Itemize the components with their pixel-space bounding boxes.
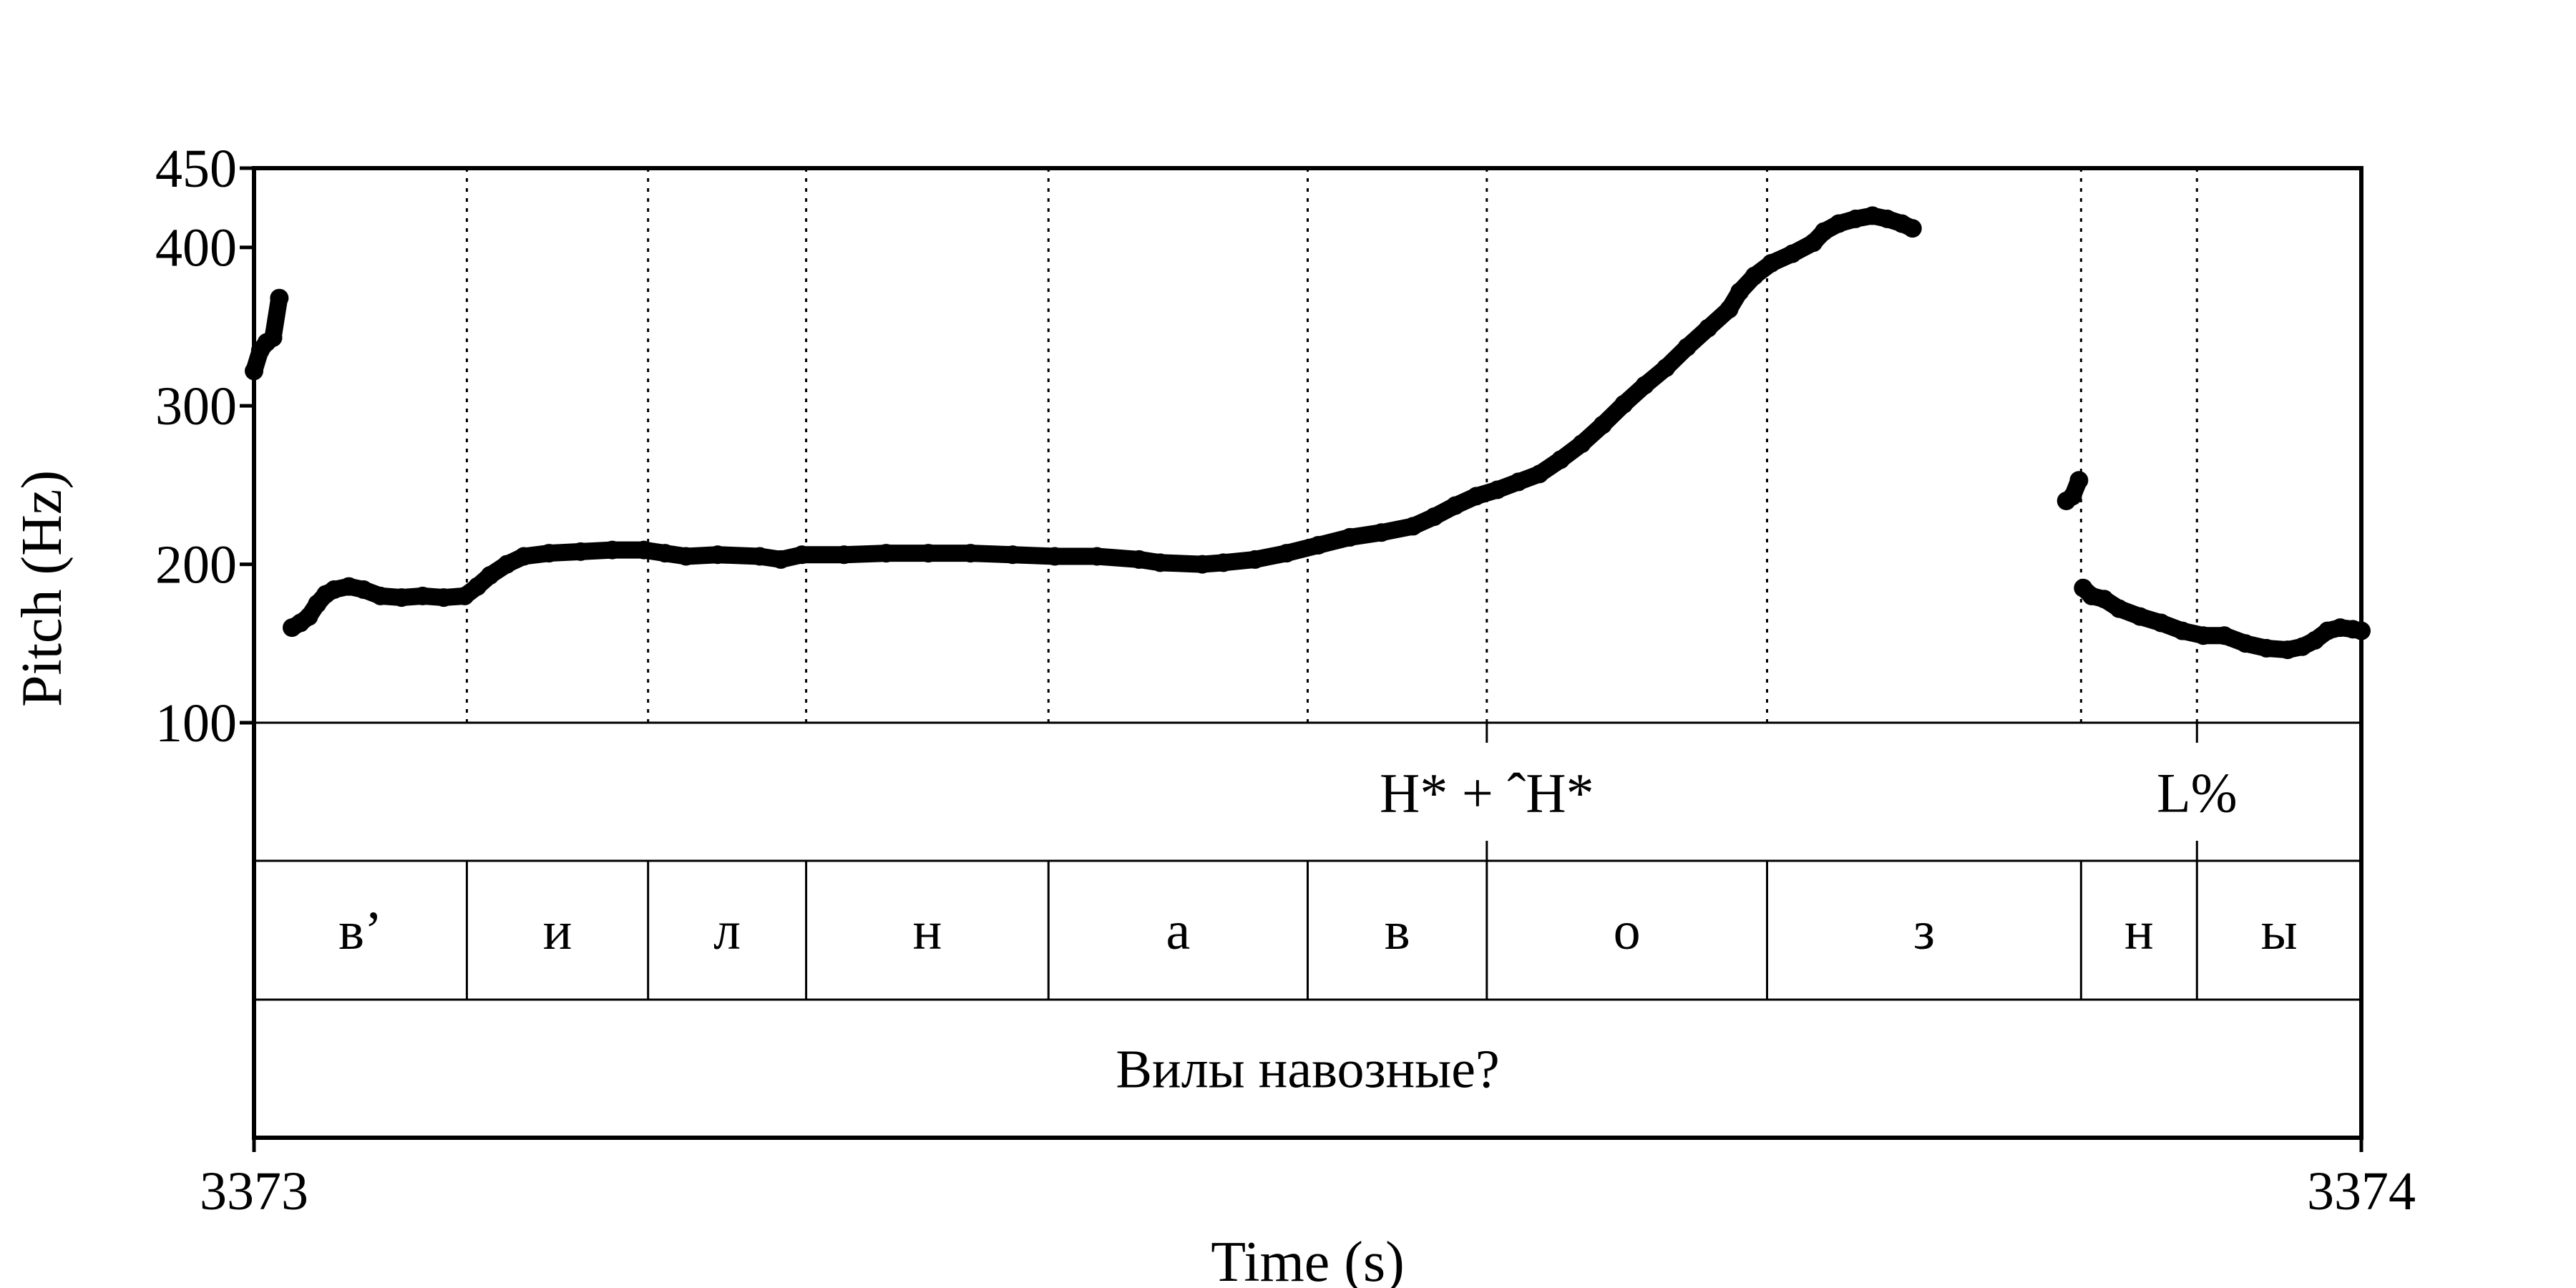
pitch-plot (245, 168, 2371, 723)
axis-labels: 100 200 300 400 450 3373 3374 Time (s) Pitch (Hz… (11, 139, 2416, 1288)
y-tick-label: 100 (155, 693, 237, 753)
pitch-point (1903, 219, 1922, 238)
y-axis-title: Pitch (Hz) (11, 470, 74, 707)
plot-border (252, 166, 2363, 1140)
pitch-point (2069, 471, 2089, 490)
segment-label: а (1166, 901, 1191, 961)
figure-frame (252, 166, 2363, 1140)
segment-label: л (713, 901, 741, 961)
segment-label: в (1385, 901, 1410, 961)
segment-label: в’ (338, 901, 382, 961)
tone-label: H* + ˆH* (1380, 762, 1594, 824)
y-tick-label: 450 (155, 139, 237, 199)
segment-label: н (913, 901, 942, 961)
annotation-tiers: H* + ˆH* L% в’ и л н а в о з н ы Вилы навозные? (254, 721, 2361, 1100)
segment-label: и (543, 901, 572, 961)
tone-label: L% (2157, 762, 2238, 824)
pitch-point (270, 288, 289, 308)
x-tick-label: 3373 (200, 1161, 308, 1221)
segment-label: о (1614, 901, 1641, 961)
y-tick-label: 400 (155, 218, 237, 278)
segment-label: ы (2261, 901, 2298, 961)
y-tick-label: 300 (155, 376, 237, 436)
x-axis-title: Time (s) (1211, 1231, 1404, 1288)
segment-label: н (2124, 901, 2154, 961)
sentence-label: Вилы навозные? (1116, 1040, 1499, 1100)
y-tick-label: 200 (155, 535, 237, 595)
segment-label: з (1913, 901, 1935, 961)
x-tick-label: 3374 (2307, 1161, 2416, 1221)
